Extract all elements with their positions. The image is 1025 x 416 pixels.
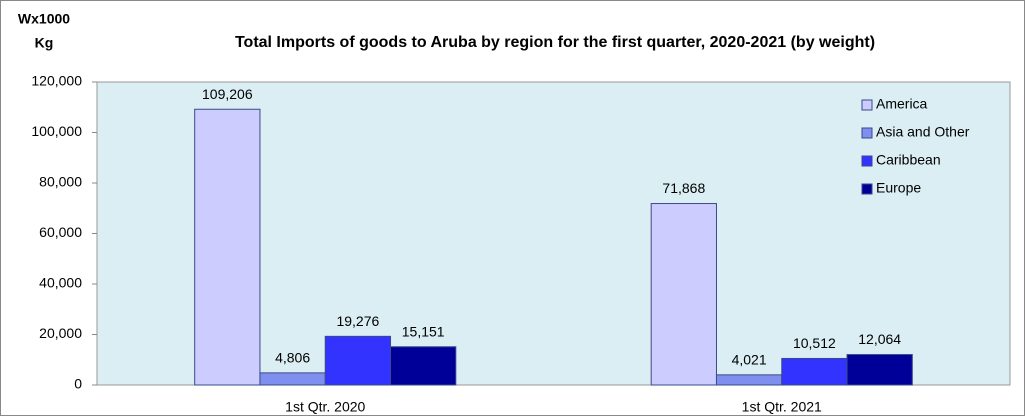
y-tick-label: 120,000 — [31, 73, 82, 89]
x-tick-label: 1st Qtr. 2021 — [742, 399, 822, 415]
chart-title: Total Imports of goods to Aruba by regio… — [235, 34, 875, 51]
legend-swatch — [861, 155, 873, 167]
legend-swatch — [861, 183, 873, 195]
legend-label: Caribbean — [876, 152, 941, 168]
value-label: 10,512 — [793, 335, 836, 351]
legend-swatch — [861, 127, 873, 139]
y-tick-label: 80,000 — [39, 174, 82, 190]
y-tick-label: 0 — [74, 376, 82, 392]
bar — [846, 354, 913, 386]
value-label: 15,151 — [402, 323, 445, 339]
value-label: 12,064 — [858, 331, 901, 347]
bar — [259, 372, 326, 386]
y-tick-label: 100,000 — [31, 123, 82, 139]
x-tick-label: 1st Qtr. 2020 — [285, 399, 365, 415]
bar — [715, 374, 783, 386]
y-tick-label: 60,000 — [39, 224, 82, 240]
y-axis-label: Wx1000 — [18, 11, 70, 27]
legend-label: America — [876, 96, 928, 112]
value-label: 71,868 — [662, 180, 705, 196]
value-label: 4,021 — [732, 352, 767, 368]
bar — [781, 357, 848, 386]
value-label: 19,276 — [336, 313, 379, 329]
y-tick-label: 20,000 — [39, 325, 82, 341]
value-label: 4,806 — [275, 350, 310, 366]
bar — [324, 335, 392, 386]
value-label: 109,206 — [202, 86, 253, 102]
legend-swatch — [861, 99, 873, 111]
bar — [650, 203, 717, 386]
y-tick-label: 40,000 — [39, 275, 82, 291]
bar — [390, 346, 457, 386]
legend-label: Asia and Other — [876, 124, 970, 140]
bar — [194, 108, 261, 386]
legend-label: Europe — [876, 180, 921, 196]
y-axis-label: Kg — [35, 35, 54, 51]
